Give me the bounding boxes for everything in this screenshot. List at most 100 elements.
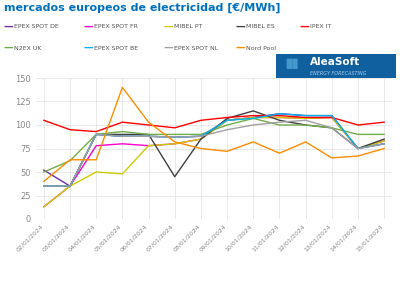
EPEX SPOT FR (42, 205, 46, 208)
MIBEL PT (198, 137, 203, 141)
N2EX UK (303, 123, 308, 127)
EPEX SPOT FR (68, 184, 72, 188)
IPEX IT (146, 123, 151, 127)
Text: EPEX SPOT BE: EPEX SPOT BE (94, 46, 138, 50)
IPEX IT (94, 130, 99, 134)
Text: —: — (4, 43, 14, 53)
EPEX SPOT DE (356, 147, 360, 150)
EPEX SPOT BE (172, 135, 177, 139)
Nord Pool (120, 85, 125, 89)
EPEX SPOT BE (382, 142, 386, 146)
MIBEL ES (356, 147, 360, 150)
Line: EPEX SPOT FR: EPEX SPOT FR (44, 118, 384, 207)
EPEX SPOT BE (146, 134, 151, 138)
EPEX SPOT BE (251, 117, 256, 120)
MIBEL ES (94, 133, 99, 136)
N2EX UK (120, 130, 125, 134)
IPEX IT (42, 118, 46, 122)
EPEX SPOT BE (42, 184, 46, 188)
MIBEL ES (277, 118, 282, 122)
MIBEL PT (42, 205, 46, 208)
Text: MIBEL PT: MIBEL PT (174, 25, 202, 29)
MIBEL ES (146, 133, 151, 136)
Text: AleaSoft: AleaSoft (310, 57, 360, 68)
MIBEL ES (382, 137, 386, 141)
Text: —: — (164, 43, 174, 53)
IPEX IT (277, 114, 282, 117)
EPEX SPOT NL (251, 123, 256, 127)
IPEX IT (68, 128, 72, 131)
EPEX SPOT DE (303, 114, 308, 117)
N2EX UK (329, 126, 334, 130)
Nord Pool (146, 120, 151, 124)
Nord Pool (251, 140, 256, 144)
Text: —: — (300, 22, 310, 32)
Nord Pool (303, 140, 308, 144)
EPEX SPOT NL (120, 134, 125, 138)
Nord Pool (68, 158, 72, 162)
N2EX UK (251, 117, 256, 120)
EPEX SPOT DE (146, 134, 151, 138)
N2EX UK (68, 159, 72, 163)
MIBEL PT (303, 117, 308, 120)
EPEX SPOT FR (120, 142, 125, 146)
EPEX SPOT BE (329, 114, 334, 117)
MIBEL PT (172, 142, 177, 146)
MIBEL ES (120, 133, 125, 136)
EPEX SPOT FR (329, 116, 334, 119)
Text: —: — (236, 43, 246, 53)
IPEX IT (172, 126, 177, 130)
Nord Pool (356, 154, 360, 158)
Text: ENERGY FORECASTING: ENERGY FORECASTING (310, 71, 366, 76)
EPEX SPOT DE (251, 116, 256, 119)
EPEX SPOT FR (198, 137, 203, 141)
Text: EPEX SPOT NL: EPEX SPOT NL (174, 46, 218, 50)
IPEX IT (225, 116, 230, 119)
Text: ■■
■■: ■■ ■■ (286, 58, 299, 69)
MIBEL PT (225, 118, 230, 122)
EPEX SPOT FR (251, 116, 256, 119)
N2EX UK (146, 133, 151, 136)
EPEX SPOT DE (94, 133, 99, 136)
Line: Nord Pool: Nord Pool (44, 87, 384, 182)
Text: mercados europeos de electricidad [€/MWh]: mercados europeos de electricidad [€/MWh… (4, 3, 280, 13)
MIBEL PT (94, 170, 99, 174)
IPEX IT (329, 116, 334, 119)
MIBEL ES (225, 117, 230, 120)
MIBEL PT (251, 116, 256, 119)
EPEX SPOT DE (277, 112, 282, 116)
EPEX SPOT BE (198, 134, 203, 138)
EPEX SPOT DE (225, 118, 230, 122)
IPEX IT (251, 114, 256, 117)
MIBEL ES (42, 184, 46, 188)
MIBEL ES (68, 184, 72, 188)
EPEX SPOT NL (382, 142, 386, 146)
EPEX SPOT FR (94, 144, 99, 148)
N2EX UK (382, 133, 386, 136)
Text: —: — (84, 22, 94, 32)
EPEX SPOT BE (120, 134, 125, 138)
EPEX SPOT FR (277, 116, 282, 119)
EPEX SPOT BE (94, 133, 99, 136)
EPEX SPOT BE (303, 114, 308, 117)
Nord Pool (225, 149, 230, 153)
EPEX SPOT FR (356, 147, 360, 150)
EPEX SPOT FR (172, 142, 177, 146)
MIBEL PT (68, 184, 72, 188)
IPEX IT (120, 120, 125, 124)
EPEX SPOT FR (146, 144, 151, 148)
EPEX SPOT NL (146, 134, 151, 138)
EPEX SPOT NL (172, 135, 177, 139)
N2EX UK (198, 133, 203, 136)
MIBEL ES (303, 123, 308, 127)
EPEX SPOT BE (68, 184, 72, 188)
Text: —: — (84, 43, 94, 53)
Text: —: — (164, 22, 174, 32)
N2EX UK (225, 123, 230, 127)
N2EX UK (172, 133, 177, 136)
EPEX SPOT FR (225, 118, 230, 122)
EPEX SPOT NL (225, 128, 230, 131)
Line: N2EX UK: N2EX UK (44, 118, 384, 172)
Line: IPEX IT: IPEX IT (44, 116, 384, 132)
MIBEL PT (382, 139, 386, 143)
